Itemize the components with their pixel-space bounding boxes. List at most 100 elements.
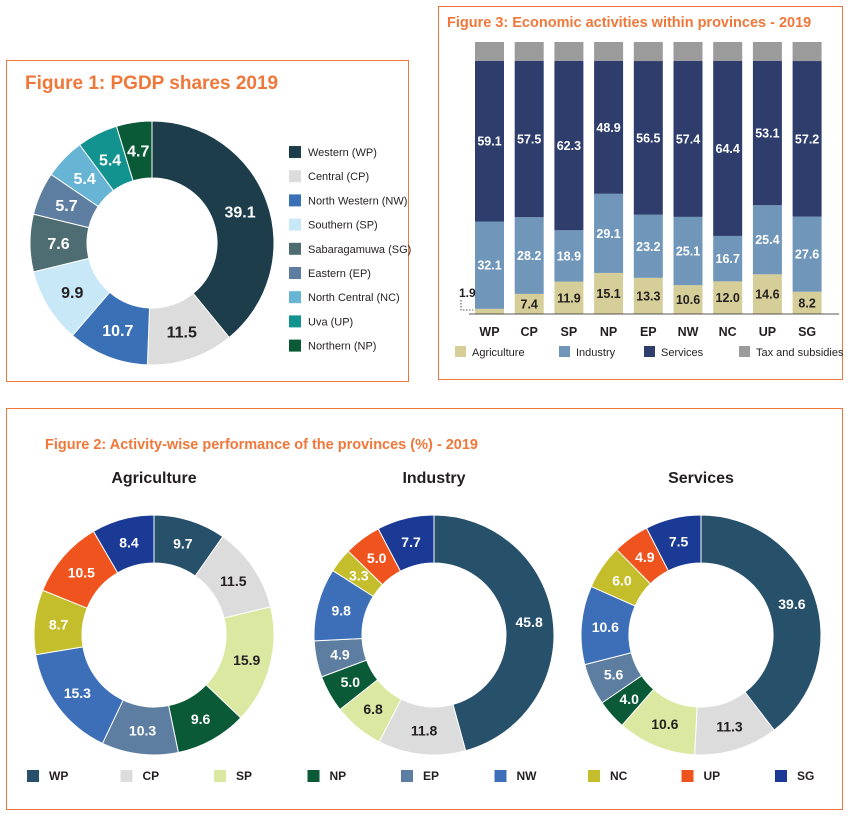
legend-label: Sabaragamuwa (SG) <box>308 244 411 256</box>
x-tick-label: WP <box>479 325 499 339</box>
x-tick-label: CP <box>521 325 538 339</box>
legend-label: NC <box>610 769 628 783</box>
figure3-title: Figure 3: Economic activities within pro… <box>447 15 812 31</box>
legend-swatch-sg <box>775 770 787 782</box>
legend-swatch <box>289 170 301 183</box>
legend-label: UP <box>704 769 721 783</box>
wp-agriculture-callout: 1.9 <box>459 286 476 300</box>
bar-segment-services <box>633 61 663 215</box>
bar-value-label: 27.6 <box>795 248 819 262</box>
x-tick-label: NC <box>719 325 737 339</box>
bar-value-label: 57.4 <box>676 132 700 146</box>
legend-swatch <box>289 267 301 279</box>
bar-segment-industry <box>514 217 544 294</box>
legend-label: WP <box>49 769 68 783</box>
figure2-title: Figure 2: Activity-wise performance of t… <box>45 437 478 453</box>
pgdp-slice-0 <box>151 120 275 339</box>
legend-swatch <box>289 146 301 158</box>
services-slice-label: 39.6 <box>778 596 805 612</box>
bar-value-label: 62.3 <box>557 139 581 153</box>
legend-label: NP <box>330 769 347 783</box>
legend-swatch <box>289 291 301 304</box>
bar-value-label: 18.9 <box>557 249 581 263</box>
bar-value-label: 7.4 <box>521 297 538 311</box>
legend-swatch-cp <box>120 770 133 782</box>
legend-swatch-wp <box>27 770 39 782</box>
legend-label: Eastern (EP) <box>308 268 371 280</box>
legend-swatch-up <box>681 770 694 782</box>
legend-label: SP <box>236 769 252 783</box>
services-slice-label: 11.3 <box>716 719 743 735</box>
legend-label: North Central (NC) <box>308 292 400 304</box>
pgdp-slice-label: 4.7 <box>127 144 149 161</box>
bar-segment-services <box>752 60 782 206</box>
bar-value-label: 16.7 <box>716 252 740 266</box>
pgdp-slice-label: 10.7 <box>102 323 133 340</box>
services-slice-label: 5.6 <box>604 667 624 683</box>
bar-segment-services <box>594 60 624 194</box>
bar-value-label: 59.1 <box>477 135 501 149</box>
industry-slice-label: 5.0 <box>341 674 361 690</box>
legend-label: Southern (SP) <box>308 220 378 232</box>
bar-segment-agriculture <box>792 291 822 314</box>
agriculture-slice-label: 10.3 <box>129 722 156 738</box>
bar-segment-tax <box>594 42 624 61</box>
industry-slice-label: 7.7 <box>401 534 421 550</box>
services-slice-wp <box>700 514 822 731</box>
pgdp-slice-8 <box>115 120 153 182</box>
bar-segment-tax <box>475 42 504 61</box>
bar-segment-services <box>713 60 743 236</box>
bar-value-label: 14.6 <box>755 288 779 302</box>
bar-value-label: 13.3 <box>636 289 660 303</box>
figure3-panel: Figure 3: Economic activities within pro… <box>438 6 844 380</box>
legend-swatch <box>289 194 301 207</box>
legend-label: SG <box>797 769 814 783</box>
figure1-donut-chart: 39.1 11.5 10.7 9.9 7.6 5.7 5.45.4 4.7 Western (W… <box>29 120 411 366</box>
bar-segment-services <box>554 60 584 231</box>
industry-slice-label: 45.8 <box>516 614 543 630</box>
x-tick-label: EP <box>640 325 657 339</box>
bar-segment-industry <box>594 193 624 273</box>
legend-swatch <box>455 346 466 357</box>
bar-segment-services <box>792 61 822 217</box>
bar-value-label: 25.1 <box>676 245 700 259</box>
bar-value-label: 57.2 <box>795 132 819 146</box>
pgdp-slice-label: 7.6 <box>47 236 69 253</box>
legend-swatch-np <box>307 770 320 782</box>
x-tick-label: UP <box>759 325 776 339</box>
bar-segment-tax <box>752 42 782 61</box>
agriculture-slice-label: 8.7 <box>49 617 69 633</box>
bar-segment-tax <box>554 42 584 61</box>
callout-leader <box>460 300 473 311</box>
bar-segment-agriculture <box>554 281 584 314</box>
bar-segment-agriculture <box>673 285 703 314</box>
services-slice-label: 4.9 <box>635 549 655 565</box>
services-slice-label: 10.6 <box>651 716 678 732</box>
legend-swatch-ep <box>401 770 413 782</box>
bar-value-label: 10.6 <box>676 293 700 307</box>
pgdp-slice-label: 5.4 <box>99 152 121 169</box>
bar-segment-industry <box>752 205 782 275</box>
bar-segment-agriculture <box>633 277 663 314</box>
legend-label: Northern (NP) <box>308 341 376 353</box>
x-tick-label: NP <box>600 325 617 339</box>
bar-segment-agriculture <box>514 293 544 314</box>
agriculture-slice-label: 9.6 <box>191 711 211 727</box>
figure1-panel: Figure 1: PGDP shares 2019 39.1 11.5 10.7 9… <box>6 60 411 382</box>
bar-value-label: 8.2 <box>798 296 815 310</box>
bar-value-label: 32.1 <box>477 259 501 273</box>
pgdp-slice-label: 5.4 <box>74 171 96 188</box>
figure2-panel: Figure 2: Activity-wise performance of t… <box>6 408 843 810</box>
bar-value-label: 53.1 <box>755 126 779 140</box>
legend-label: CP <box>143 769 160 783</box>
bar-segment-industry <box>475 221 504 309</box>
services-slice-label: 4.0 <box>620 691 640 707</box>
bar-segment-tax <box>673 42 703 61</box>
legend-label: North Western (NW) <box>308 195 407 207</box>
services-slice-label: 6.0 <box>612 572 632 588</box>
legend-swatch <box>289 218 301 231</box>
industry-slice-label: 6.8 <box>363 701 383 717</box>
bar-segment-tax <box>633 42 663 62</box>
legend-label: Tax and subsidies <box>756 347 844 359</box>
bar-value-label: 15.1 <box>596 287 620 301</box>
